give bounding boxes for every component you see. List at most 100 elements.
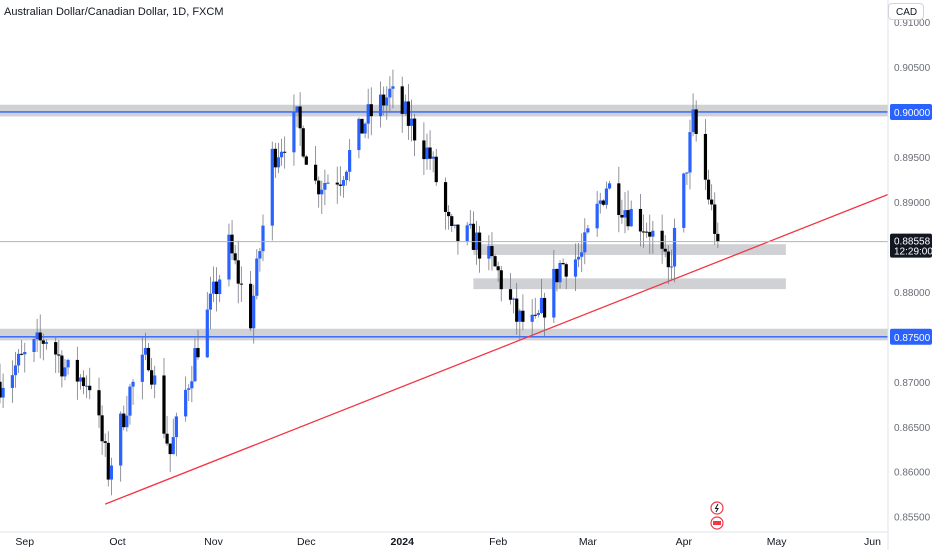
candle-body	[536, 313, 540, 315]
candle-body	[63, 367, 67, 377]
candle-body	[357, 118, 361, 151]
candle-body	[555, 268, 559, 283]
candle-body	[252, 295, 256, 329]
price-tick-label: 0.89000	[894, 198, 931, 209]
candle-body	[651, 230, 655, 237]
candle-body	[382, 94, 386, 106]
price-tick-label: 0.86500	[894, 423, 931, 434]
candle-body	[131, 381, 135, 387]
candle-body	[604, 188, 609, 205]
candle-body	[477, 232, 482, 259]
candle-body	[521, 310, 525, 322]
candle-body	[539, 297, 544, 314]
candle-body	[187, 388, 191, 390]
candle-body	[283, 151, 287, 153]
candle-body	[41, 340, 45, 344]
candle-body	[35, 332, 39, 340]
candle-body	[431, 156, 435, 159]
price-tick-label: 0.85500	[894, 513, 931, 524]
candle-body	[468, 223, 472, 226]
price-tick-label: 0.87500	[894, 333, 931, 344]
candle-body	[341, 180, 346, 186]
candle-body	[295, 106, 299, 113]
time-axis[interactable]: Sep Oct Nov Dec 2024 Feb Mar Apr May Jun	[0, 531, 888, 548]
candle-body	[406, 101, 411, 126]
currency-selector[interactable]: CAD	[888, 3, 924, 20]
time-tick-label: Sep	[15, 536, 34, 548]
candle-body	[465, 225, 469, 242]
candle-body	[471, 223, 475, 250]
price-level-badge	[890, 328, 932, 345]
candle-body	[648, 232, 652, 237]
time-tick-label: Dec	[297, 536, 316, 548]
candle-body	[97, 390, 101, 416]
price-level-badge	[890, 103, 932, 120]
time-tick-label: Oct	[109, 536, 125, 548]
candle-body	[128, 386, 132, 416]
candle-body	[508, 289, 513, 300]
candle-body	[38, 332, 42, 341]
candle-body	[641, 231, 646, 233]
candle-body	[196, 348, 200, 358]
candle-body	[20, 353, 24, 355]
candle-body	[261, 225, 265, 252]
candle-body	[249, 283, 253, 329]
candle-body	[413, 118, 417, 141]
candle-body	[586, 228, 590, 233]
candle-body	[81, 377, 86, 387]
candle-body	[428, 147, 432, 159]
last-price-badge	[890, 233, 932, 258]
candle-body	[122, 413, 126, 428]
candle-body	[385, 97, 389, 106]
candle-body	[623, 210, 627, 218]
candle-body	[208, 293, 212, 310]
candle-body	[447, 211, 451, 217]
candle-body	[388, 88, 392, 98]
candle-body	[391, 86, 395, 89]
candle-body	[450, 216, 454, 226]
last-price-label: 0.88558	[894, 237, 931, 248]
time-tick-label: 2024	[391, 536, 415, 548]
candle-body	[694, 109, 698, 134]
candle-body	[422, 140, 426, 160]
candle-body	[313, 164, 318, 181]
candle-body	[106, 442, 110, 480]
candle-body	[558, 262, 562, 283]
candle-body	[75, 359, 79, 382]
candle-body	[193, 348, 197, 382]
candle-body	[190, 381, 194, 389]
alert-icon[interactable]	[710, 501, 724, 515]
candle-body	[496, 266, 500, 271]
candle-body	[378, 94, 383, 117]
candle-body	[487, 246, 491, 259]
candle-body	[645, 231, 649, 233]
candle-body	[688, 132, 692, 173]
price-axis[interactable]: 0.85500 0.86000 0.86500 0.87000 0.87500 0.880…	[887, 0, 932, 550]
candle-body	[403, 101, 407, 114]
price-tick-label: 0.87000	[894, 378, 931, 389]
candle-body	[146, 347, 151, 371]
candle-body	[85, 385, 89, 387]
trendline-layer	[104, 193, 889, 505]
candle-body	[443, 182, 448, 212]
time-tick-label: Mar	[579, 536, 598, 548]
candle-body	[363, 123, 367, 134]
candle-body	[1, 387, 5, 398]
candle-body	[150, 370, 154, 385]
candle-body	[666, 251, 670, 268]
candle-body	[499, 270, 503, 290]
candle-body	[227, 234, 231, 280]
candle-body	[710, 199, 714, 205]
candle-body	[317, 180, 321, 195]
candle-body	[564, 264, 568, 277]
candle-body	[515, 298, 519, 322]
candle-body	[292, 112, 296, 153]
candle-body	[125, 415, 129, 428]
candle-body	[143, 347, 148, 355]
candle-body	[453, 224, 457, 226]
candle-body	[638, 208, 643, 232]
candle-body	[320, 189, 324, 195]
candle-body	[255, 258, 259, 296]
flag-icon[interactable]	[710, 516, 724, 530]
